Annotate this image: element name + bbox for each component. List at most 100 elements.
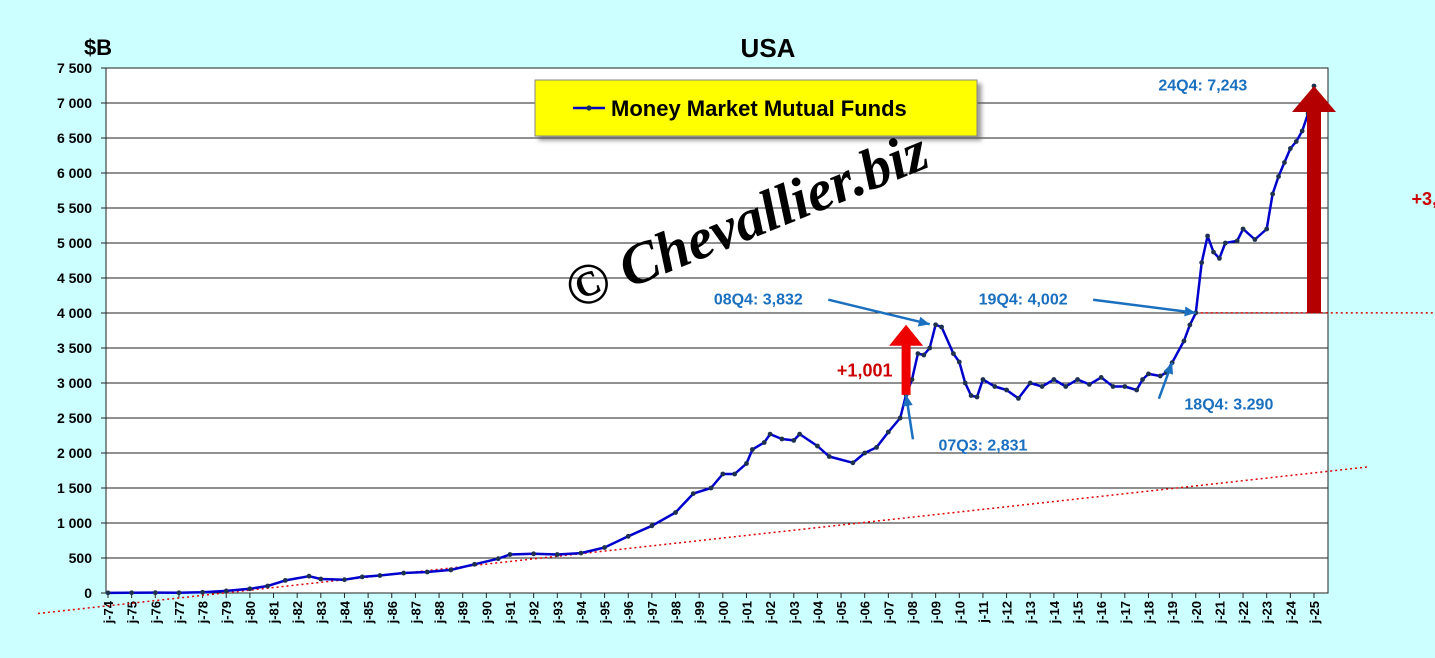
data-point [200, 589, 205, 595]
y-tick-label: 7 500 [57, 60, 92, 76]
x-tick-label: j-25 [1307, 601, 1322, 624]
data-point [1086, 382, 1092, 387]
annotation-arrowhead [1163, 362, 1174, 375]
x-tick-label: j-11 [976, 601, 991, 624]
annotation-arrow [828, 298, 931, 326]
data-point [176, 590, 182, 596]
data-point [885, 429, 891, 435]
data-point [1287, 146, 1293, 151]
x-tick-label: j-06 [858, 601, 873, 624]
data-point [980, 377, 986, 382]
y-tick-label: 6 000 [57, 165, 92, 181]
series-money-market [105, 83, 1317, 596]
data-point [495, 556, 501, 562]
x-tick-label: j-14 [1047, 600, 1062, 624]
delta-label: +1,001 [837, 361, 893, 381]
x-tick-label: j-18 [1141, 601, 1156, 624]
x-tick-label: j-10 [952, 601, 967, 624]
data-point [749, 447, 755, 452]
data-point [1146, 371, 1151, 377]
data-point [1264, 226, 1270, 232]
data-point [767, 431, 773, 437]
data-point [472, 561, 477, 567]
y-tick-label: 5 500 [57, 200, 92, 216]
annotation-arrowhead [917, 316, 930, 327]
data-point [1016, 396, 1021, 401]
x-tick-label: j-94 [574, 600, 589, 624]
data-point [625, 533, 631, 539]
y-axis-label: $B [84, 35, 112, 60]
annotation-arrowhead [1184, 306, 1196, 317]
data-point [744, 461, 749, 466]
x-tick-label: j-07 [881, 601, 896, 624]
x-tick-label: j-86 [385, 601, 400, 624]
x-tick-label: j-74 [101, 600, 116, 624]
x-tick-label: j-75 [125, 601, 140, 624]
data-point [1157, 373, 1163, 379]
x-tick-label: j-84 [337, 600, 352, 624]
x-tick-label: j-00 [716, 601, 731, 624]
data-point [1004, 387, 1009, 393]
annotation-label: 08Q4: 3,832 [714, 292, 803, 309]
data-point [1211, 249, 1216, 255]
data-point [1234, 238, 1240, 244]
data-point [968, 393, 974, 398]
x-tick-label: j-82 [290, 601, 305, 624]
x-tick-label: j-97 [645, 601, 660, 624]
x-tick-label: j-89 [456, 601, 471, 624]
chart-title: USA [741, 33, 796, 63]
legend-marker [586, 105, 592, 111]
data-point [223, 588, 229, 594]
data-point [815, 443, 820, 449]
data-point [897, 415, 903, 421]
x-tick-label: j-21 [1212, 601, 1227, 624]
x-tick-label: j-12 [1000, 601, 1015, 624]
data-point [105, 590, 111, 596]
data-point [708, 485, 714, 491]
legend-box [534, 79, 978, 137]
data-point [826, 454, 832, 459]
legend-label: Money Market Mutual Funds [611, 96, 907, 121]
data-point [927, 345, 933, 351]
data-point [1282, 160, 1287, 165]
data-point [1122, 384, 1128, 389]
y-tick-label: 1 500 [57, 480, 92, 496]
data-point [950, 351, 956, 356]
data-point [424, 569, 430, 575]
data-point [1205, 233, 1210, 239]
x-tick-label: j-81 [267, 601, 282, 624]
data-point [318, 576, 324, 582]
data-point [1252, 237, 1258, 242]
delta-label: +3,241 [1412, 189, 1435, 209]
annotation-label: 18Q4: 3.290 [1184, 397, 1273, 414]
data-point [1199, 260, 1205, 265]
data-point [1051, 377, 1057, 382]
y-tick-label: 4 500 [57, 270, 92, 286]
data-point [377, 573, 383, 578]
data-point [1222, 240, 1228, 246]
y-axis-ticks: 0 500 1 000 1 500 2 000 2 500 3 000 3 500 4 000 4… [57, 60, 106, 601]
data-point [974, 394, 980, 400]
x-tick-label: j-09 [929, 601, 944, 624]
data-point [690, 491, 696, 496]
x-tick-label: j-98 [669, 601, 684, 624]
data-point [531, 551, 537, 557]
data-point [921, 352, 927, 358]
x-tick-label: j-80 [243, 601, 258, 624]
data-point [247, 586, 253, 592]
x-tick-label: j-85 [361, 601, 376, 624]
y-tick-label: 6 500 [57, 130, 92, 146]
y-tick-label: 3 500 [57, 340, 92, 356]
data-point [401, 570, 406, 576]
data-point [448, 567, 454, 573]
plot-area [105, 67, 1329, 594]
data-point [1134, 387, 1140, 393]
delta-arrows: +1,001 +3,241 [837, 85, 1435, 395]
x-tick-label: j-77 [172, 601, 187, 624]
x-tick-label: j-23 [1260, 601, 1275, 624]
x-tick-label: j-92 [527, 601, 542, 624]
data-point [962, 380, 968, 386]
x-tick-label: j-83 [314, 601, 329, 624]
data-point [1270, 191, 1276, 197]
y-tick-label: 500 [69, 550, 93, 566]
